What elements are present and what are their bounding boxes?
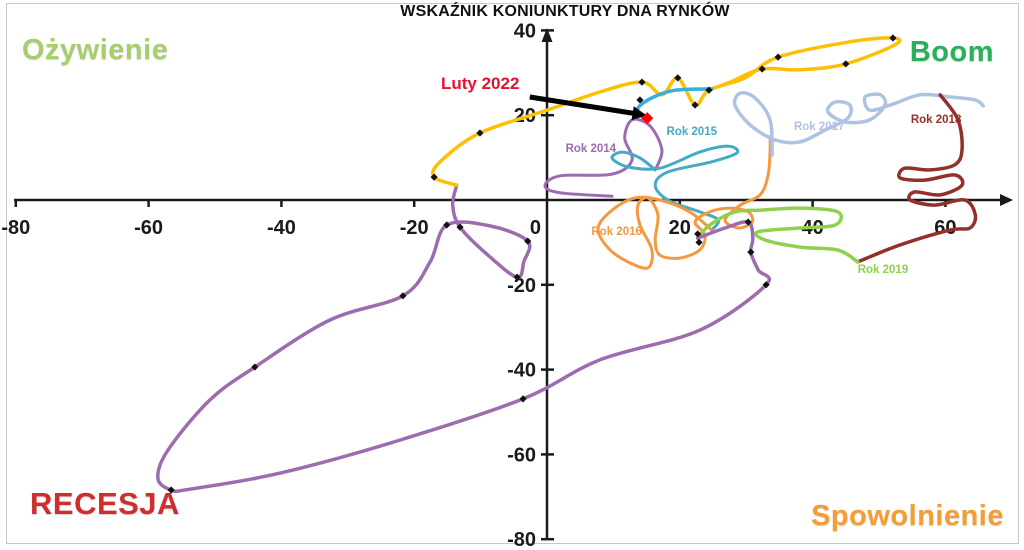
data-point-marker-series-yellow [705, 86, 713, 94]
annotation-label-luty-2022: Luty 2022 [441, 74, 520, 93]
quadrant-label-recession: RECESJA [30, 486, 180, 521]
series-line-series-purple-loop [156, 183, 772, 494]
series-line-rok-2014 [543, 117, 664, 198]
y-axis-tick-label: -80 [507, 529, 536, 550]
data-point-marker-series-yellow [430, 173, 438, 181]
series-line-rok-2018 [856, 93, 978, 264]
data-point-marker-series-purple-loop [519, 395, 527, 403]
data-point-marker-series-purple-loop [251, 363, 259, 371]
data-point-marker-series-yellow [758, 65, 766, 73]
annotation-arrow-shaft [529, 94, 636, 116]
x-axis-arrowhead [1000, 194, 1013, 206]
quadrant-label-slowdown: Spowolnienie [811, 500, 1004, 532]
data-point-marker-series-yellow [691, 101, 699, 109]
data-point-marker-series-yellow [638, 78, 646, 86]
series-label-rok-2014: Rok 2014 [566, 143, 617, 155]
x-axis-tick-label: 20 [669, 217, 691, 239]
quadrant-label-recovery: Ożywienie [22, 34, 169, 66]
data-point-marker-series-yellow [842, 60, 850, 68]
annotation-point-luty-2022 [641, 112, 654, 125]
data-point-marker-series-purple-loop [443, 221, 451, 229]
series-label-rok-2015: Rok 2015 [666, 126, 717, 138]
data-point-marker-series-purple-loop [399, 292, 407, 300]
series-label-rok-2016: Rok 2016 [591, 226, 642, 238]
y-axis-arrowhead [541, 28, 553, 42]
data-point-marker-series-purple-loop [456, 223, 464, 231]
data-point-marker-series-purple-loop [694, 230, 702, 238]
x-axis-tick-label: -20 [400, 217, 429, 239]
series-line-rok-2015 [610, 144, 740, 232]
data-point-marker-series-purple-loop [695, 238, 703, 246]
data-point-marker-series-yellow [889, 34, 897, 42]
y-axis-tick-label: -20 [507, 275, 536, 297]
series-line-rok-2017 [732, 91, 985, 157]
data-point-marker-series-yellow [476, 129, 484, 137]
data-point-marker-series-purple-loop [762, 281, 770, 289]
data-point-marker-series-purple-loop [744, 218, 752, 226]
series-label-rok-2018: Rok 2018 [911, 114, 962, 126]
series-label-rok-2017: Rok 2017 [794, 121, 845, 133]
x-axis-tick-label: -40 [267, 217, 296, 239]
x-axis-tick-label: -80 [1, 217, 30, 239]
series-line-rok-2019 [695, 206, 860, 264]
data-point-marker-series-purple-loop [747, 248, 755, 256]
quadrant-label-boom: Boom [909, 36, 994, 68]
chart-title: WSKAŹNIK KONIUNKTURY DNA RYNKÓW [400, 3, 730, 20]
y-axis-tick-label: 40 [514, 20, 536, 42]
data-point-marker-series-purple-loop [513, 273, 521, 281]
annotation-arrowhead [631, 106, 647, 121]
data-point-marker-series-purple-loop [167, 486, 175, 494]
series-line-rok-2016 [596, 135, 772, 270]
series-label-rok-2019: Rok 2019 [858, 264, 909, 276]
y-axis-tick-label: -40 [507, 360, 536, 382]
data-point-marker-series-yellow [674, 74, 682, 82]
x-axis-tick-label: -60 [134, 217, 163, 239]
y-axis-tick-label: -60 [507, 444, 536, 466]
data-point-marker-series-yellow [774, 53, 782, 61]
data-point-marker-series-cyan [636, 96, 644, 104]
data-point-marker-series-purple-loop [524, 237, 532, 245]
x-axis-tick-label: 0 [530, 217, 541, 239]
